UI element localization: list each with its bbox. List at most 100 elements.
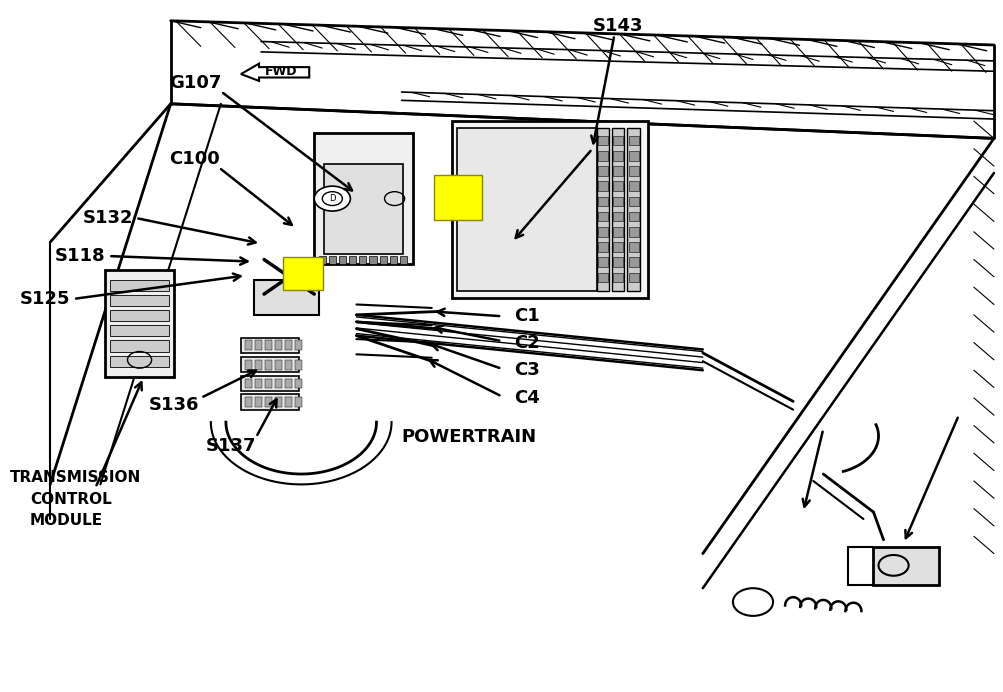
- Bar: [110, 325, 169, 336]
- Bar: [241, 394, 299, 410]
- Bar: [379, 256, 386, 264]
- Bar: [110, 340, 169, 352]
- Bar: [399, 256, 406, 264]
- Text: CONTROL: CONTROL: [30, 492, 111, 507]
- Bar: [319, 256, 326, 264]
- Text: S125: S125: [20, 290, 70, 308]
- Bar: [265, 360, 272, 370]
- Bar: [613, 257, 623, 267]
- Bar: [613, 166, 623, 176]
- Bar: [241, 338, 299, 353]
- Bar: [613, 136, 623, 145]
- Bar: [613, 212, 623, 221]
- Bar: [255, 340, 262, 350]
- Bar: [628, 181, 638, 191]
- Bar: [613, 227, 623, 237]
- Circle shape: [314, 186, 350, 211]
- Text: TRANSMISSION: TRANSMISSION: [10, 470, 141, 485]
- Bar: [628, 242, 638, 252]
- Bar: [613, 197, 623, 206]
- Text: MODULE: MODULE: [30, 513, 103, 528]
- Bar: [628, 151, 638, 161]
- Bar: [314, 133, 412, 264]
- Text: C1: C1: [514, 307, 540, 325]
- Bar: [627, 128, 639, 291]
- Text: C4: C4: [514, 389, 540, 407]
- Bar: [110, 280, 169, 291]
- Bar: [295, 397, 302, 407]
- Bar: [110, 295, 169, 306]
- Bar: [628, 273, 638, 282]
- Bar: [245, 397, 252, 407]
- Bar: [628, 136, 638, 145]
- Bar: [295, 379, 302, 388]
- Bar: [275, 340, 282, 350]
- Bar: [613, 181, 623, 191]
- Bar: [597, 128, 609, 291]
- Bar: [598, 242, 608, 252]
- Bar: [110, 356, 169, 367]
- Text: S137: S137: [206, 437, 256, 455]
- Text: D: D: [329, 194, 335, 203]
- Bar: [628, 257, 638, 267]
- Text: C3: C3: [514, 361, 540, 379]
- Bar: [598, 273, 608, 282]
- Bar: [628, 227, 638, 237]
- Bar: [255, 360, 262, 370]
- Bar: [598, 212, 608, 221]
- Text: POWERTRAIN: POWERTRAIN: [401, 428, 537, 446]
- Bar: [598, 227, 608, 237]
- Bar: [285, 379, 292, 388]
- Bar: [245, 360, 252, 370]
- Bar: [339, 256, 346, 264]
- Bar: [628, 197, 638, 206]
- Bar: [873, 547, 938, 585]
- Bar: [598, 197, 608, 206]
- Bar: [612, 128, 624, 291]
- Bar: [285, 360, 292, 370]
- Bar: [613, 273, 623, 282]
- Bar: [433, 174, 481, 220]
- Bar: [598, 151, 608, 161]
- Bar: [265, 397, 272, 407]
- Text: S136: S136: [148, 396, 199, 414]
- Text: S132: S132: [82, 209, 132, 227]
- Bar: [295, 360, 302, 370]
- Text: C100: C100: [169, 150, 220, 168]
- Polygon shape: [241, 64, 309, 81]
- Bar: [349, 256, 356, 264]
- Bar: [241, 376, 299, 391]
- Text: FWD: FWD: [265, 66, 297, 78]
- Bar: [255, 379, 262, 388]
- Bar: [613, 242, 623, 252]
- Bar: [324, 164, 402, 254]
- Bar: [265, 340, 272, 350]
- Bar: [245, 379, 252, 388]
- Bar: [451, 121, 647, 298]
- Text: S118: S118: [55, 247, 105, 265]
- Bar: [241, 357, 299, 372]
- Bar: [456, 128, 597, 291]
- Bar: [255, 397, 262, 407]
- Bar: [628, 166, 638, 176]
- Bar: [283, 257, 323, 290]
- Bar: [275, 360, 282, 370]
- Text: S143: S143: [592, 17, 642, 35]
- Bar: [598, 166, 608, 176]
- Bar: [598, 181, 608, 191]
- Bar: [598, 257, 608, 267]
- Bar: [254, 280, 319, 315]
- Bar: [628, 212, 638, 221]
- Bar: [369, 256, 376, 264]
- Bar: [110, 310, 169, 321]
- Bar: [329, 256, 336, 264]
- Bar: [389, 256, 396, 264]
- Bar: [265, 379, 272, 388]
- Circle shape: [732, 588, 772, 616]
- Bar: [105, 270, 174, 377]
- Bar: [613, 151, 623, 161]
- Bar: [359, 256, 366, 264]
- Text: C2: C2: [514, 334, 540, 352]
- Bar: [275, 379, 282, 388]
- Bar: [285, 397, 292, 407]
